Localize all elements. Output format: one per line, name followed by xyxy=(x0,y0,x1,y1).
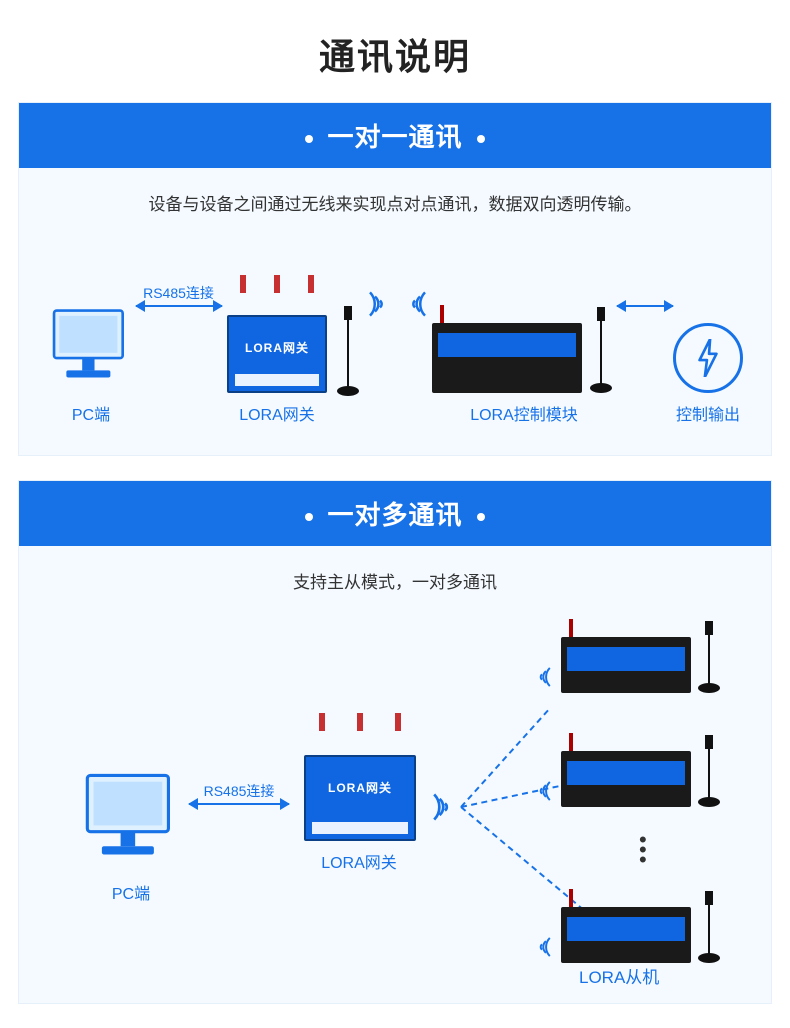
antenna-icon xyxy=(333,306,363,396)
rs485-arrow: RS485连接 xyxy=(136,305,222,307)
section-one-to-many: 一对多通讯 支持主从模式，一对多通讯 PC端 RS485连接 xyxy=(18,480,772,1004)
gateway-label: LORA网关 xyxy=(222,401,332,425)
wireless-icon xyxy=(363,284,397,329)
control-module-icon xyxy=(561,907,691,963)
ctrl-node: LORA控制模块 xyxy=(432,307,616,425)
slave-node xyxy=(529,735,718,812)
section2-header-text: 一对多通讯 xyxy=(327,500,462,530)
output-label: 控制输出 xyxy=(673,401,743,425)
gateway-node: LORA网关 LORA网关 xyxy=(222,293,332,425)
ellipsis-icon: ••• xyxy=(639,835,647,865)
output-node: 控制输出 xyxy=(673,323,743,425)
section1-header-text: 一对一通讯 xyxy=(327,122,462,152)
antenna-icon xyxy=(586,307,616,393)
gateway-antenna xyxy=(333,306,363,401)
gateway-box-label: LORA网关 xyxy=(229,339,325,356)
control-module-icon xyxy=(561,751,691,807)
wireless-icon xyxy=(427,785,463,834)
slave-node xyxy=(529,891,718,968)
antenna-icon xyxy=(694,735,718,807)
antenna-icon xyxy=(694,621,718,693)
wireless-icon xyxy=(529,931,555,968)
section1-desc: 设备与设备之间通过无线来实现点对点通讯，数据双向透明传输。 xyxy=(19,168,771,225)
rs485-label: RS485连接 xyxy=(189,781,289,801)
wireless-icon xyxy=(529,661,555,698)
dot-icon xyxy=(477,513,485,521)
antenna-icon xyxy=(694,891,718,963)
ctrl-label: LORA控制模块 xyxy=(432,401,616,425)
control-module-icon xyxy=(561,637,691,693)
section-one-to-one: 一对一通讯 设备与设备之间通过无线来实现点对点通讯，数据双向透明传输。 PC端 … xyxy=(18,102,772,456)
gateway-label: LORA网关 xyxy=(299,849,419,873)
wireless-icon xyxy=(529,775,555,812)
pc-node: PC端 xyxy=(79,763,183,904)
wireless-icon xyxy=(398,284,432,329)
dot-icon xyxy=(477,135,485,143)
section2-desc: 支持主从模式，一对多通讯 xyxy=(19,546,771,603)
dot-icon xyxy=(305,513,313,521)
rs485-arrow: RS485连接 xyxy=(189,803,289,805)
gateway-node: LORA网关 LORA网关 xyxy=(299,731,419,873)
slave-label: LORA从机 xyxy=(579,963,659,988)
power-icon xyxy=(673,323,743,393)
output-arrow xyxy=(617,305,673,307)
monitor-icon xyxy=(47,300,135,388)
pc-label: PC端 xyxy=(79,880,183,904)
pc-label: PC端 xyxy=(47,401,135,425)
control-module-icon xyxy=(432,323,582,393)
gateway-icon: LORA网关 xyxy=(299,731,419,841)
page-title: 通讯说明 xyxy=(0,0,790,102)
dot-icon xyxy=(305,135,313,143)
pc-node: PC端 xyxy=(47,300,135,425)
section1-header: 一对一通讯 xyxy=(19,103,771,168)
slave-node xyxy=(529,621,718,698)
section2-header: 一对多通讯 xyxy=(19,481,771,546)
gateway-box-label: LORA网关 xyxy=(306,779,414,796)
rs485-label: RS485连接 xyxy=(136,283,222,303)
monitor-icon xyxy=(79,763,183,867)
gateway-icon: LORA网关 xyxy=(222,293,332,393)
